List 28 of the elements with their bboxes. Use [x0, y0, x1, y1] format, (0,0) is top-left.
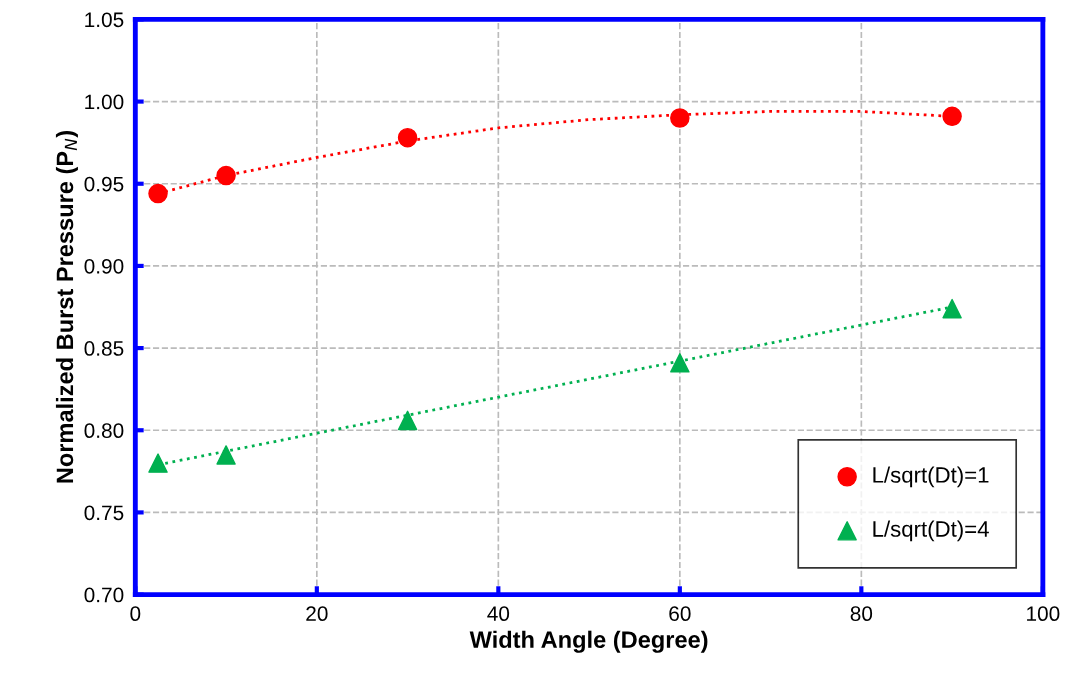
point	[148, 453, 168, 473]
point	[148, 183, 168, 204]
x-tick-label: 20	[306, 606, 328, 622]
y-tick-label: 0.85	[84, 341, 124, 356]
point	[942, 298, 962, 319]
point	[216, 445, 236, 465]
y-axis-title: Normalized Burst Pressure (P$_{N}$)	[55, 130, 78, 483]
x-tick-label: 60	[669, 606, 691, 622]
legend-label: L/sqrt(Dt)=4	[873, 520, 989, 542]
y-tick-label: 0.95	[84, 176, 124, 192]
x-tick-label: 40	[487, 606, 510, 622]
x-tick-label: 100	[1027, 606, 1060, 622]
y-tick-label: 0.80	[84, 423, 124, 439]
y-tick-label: 0.90	[84, 258, 124, 274]
x-axis-title: Width Angle (Degree)	[469, 630, 708, 653]
point	[942, 106, 962, 127]
point	[670, 108, 690, 128]
point	[216, 165, 236, 186]
y-tick-label: 1.00	[85, 94, 124, 110]
x-tick-label: 80	[850, 606, 873, 622]
point	[397, 410, 418, 431]
x-tick-label: 0	[130, 606, 141, 622]
y-tick-label: 1.05	[85, 12, 124, 28]
legend-label: L/sqrt(Dt)=1	[873, 466, 989, 488]
y-tick-label: 0.70	[84, 587, 124, 603]
point	[670, 353, 690, 373]
y-tick-label: 0.75	[84, 505, 124, 521]
point	[397, 127, 418, 148]
